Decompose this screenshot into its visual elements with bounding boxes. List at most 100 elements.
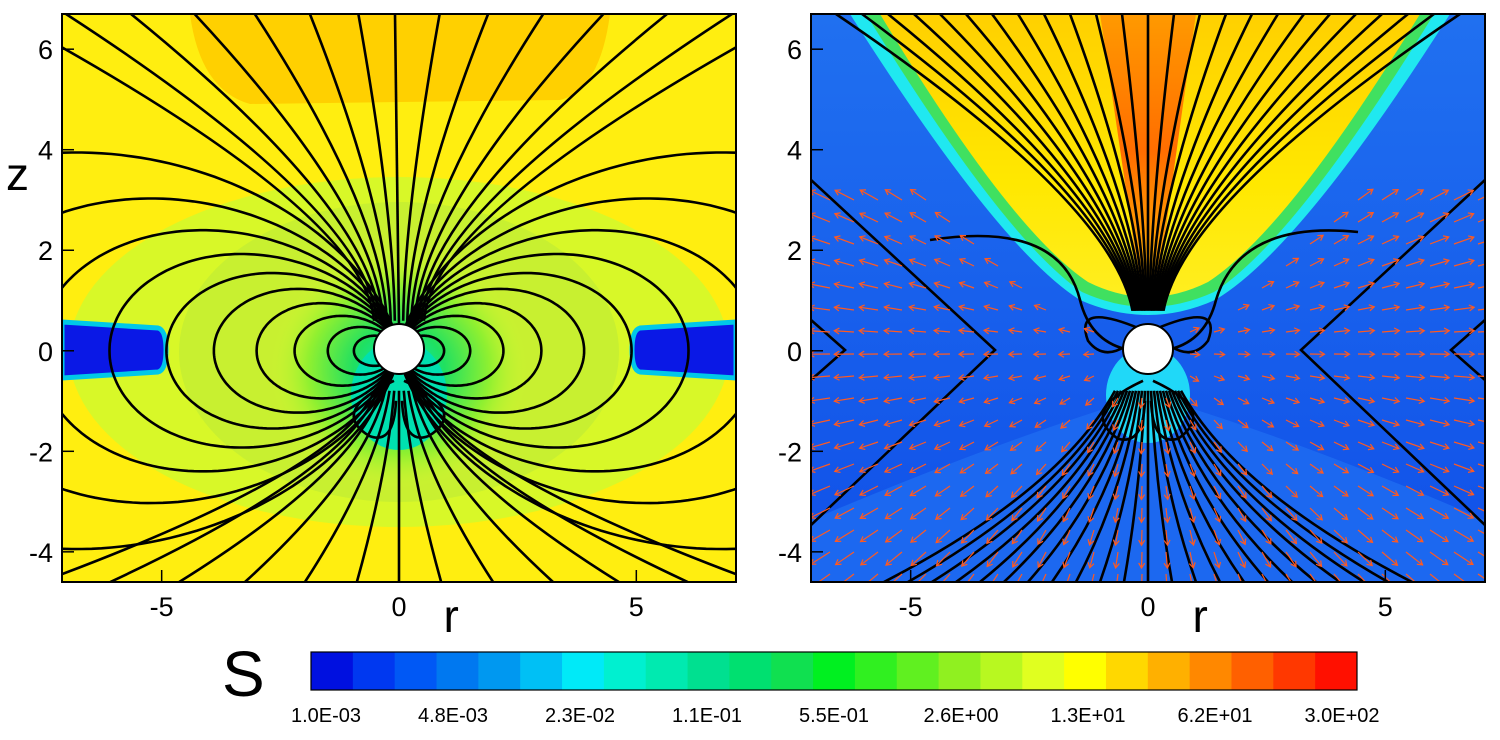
velocity-arrow [859,419,879,426]
velocity-arrow [1087,463,1095,477]
left-field-open-line [402,390,443,582]
velocity-arrow-head [1008,280,1016,288]
velocity-arrow-head [1215,469,1222,477]
velocity-arrow [811,463,831,472]
velocity-arrow-head [1163,470,1171,478]
velocity-arrow-head [908,420,916,428]
velocity-arrow-head [1189,493,1197,501]
velocity-arrow-head [1009,444,1017,452]
velocity-arrow [1189,375,1199,382]
velocity-arrow-head [908,466,916,474]
velocity-arrow [1058,328,1071,333]
velocity-arrow-head [1032,327,1040,335]
velocity-arrow-head [833,235,841,242]
velocity-arrow [1261,329,1275,333]
velocity-arrow-head [1341,583,1347,589]
velocity-arrow-head [1417,189,1425,196]
velocity-arrow [811,529,831,542]
velocity-arrow [811,441,831,449]
velocity-arrow-head [1292,257,1300,264]
velocity-arrow [1453,463,1474,472]
velocity-arrow-head [1083,326,1091,334]
velocity-arrow-head [833,350,840,358]
velocity-arrow [1381,419,1400,426]
velocity-arrow [1088,507,1095,523]
velocity-arrow-head [1417,489,1425,497]
velocity-arrow [811,485,831,495]
colorbar-cell [854,652,898,690]
velocity-arrow [1189,529,1195,546]
velocity-arrow [1237,441,1248,452]
velocity-arrow [1429,283,1450,289]
velocity-arrow [1213,328,1225,333]
velocity-arrow [859,375,879,379]
right-field-open-line [1179,390,1413,582]
velocity-arrow-head [1417,536,1424,543]
right-field-open-line [1027,390,1135,582]
velocity-arrow [1061,463,1071,476]
left-field-open-line [417,14,668,321]
velocity-arrow [1285,305,1300,311]
velocity-arrow-head [1443,420,1451,427]
velocity-arrow [1037,529,1047,545]
velocity-arrow-head [1442,489,1450,497]
velocity-arrow-head [1467,212,1475,219]
velocity-arrow-head [811,535,817,542]
velocity-arrow-head [1267,280,1275,287]
left-field-loop [108,252,400,449]
right-field-cone-line [1170,229,1359,351]
velocity-arrow [1309,282,1325,289]
velocity-arrow [1061,441,1071,453]
left-field-loop [398,287,586,414]
velocity-arrow-head [1112,470,1120,478]
left-field-open-line [62,45,376,321]
left-field-open-line [422,45,736,321]
velocity-arrow-head [1189,470,1197,478]
left-disk-bar-right [629,319,736,381]
velocity-arrow [859,283,879,289]
velocity-arrow-head [1112,424,1119,432]
velocity-arrow-head [1468,304,1476,312]
velocity-arrow [910,188,927,201]
right-field-open-line [931,390,1123,582]
velocity-arrow-head [1163,447,1171,455]
velocity-arrow-head [1291,514,1298,522]
right-ytick-label: -4 [778,538,802,568]
velocity-arrow-head [1391,559,1399,567]
right-field-x-line [811,319,847,381]
left-field-loop [62,197,400,505]
velocity-arrow-head [1032,350,1040,358]
velocity-arrow [910,551,927,566]
velocity-arrow-head [1366,513,1374,520]
velocity-arrow [1011,485,1023,498]
velocity-arrow-head [1266,468,1274,475]
velocity-arrow [1405,259,1425,267]
right-field-open-line [979,390,1129,582]
velocity-arrow-head [1393,258,1400,265]
velocity-arrow [811,419,831,425]
left-field-open-line [130,14,381,321]
velocity-arrow [1034,397,1047,404]
velocity-arrow [1213,551,1220,568]
velocity-arrow-head [959,467,967,474]
velocity-arrow [1114,463,1119,477]
velocity-arrow-head [909,188,917,196]
left-field-small-loop [400,379,446,439]
velocity-arrow [934,397,951,403]
velocity-arrow-head [958,281,966,288]
velocity-arrow-head [908,281,916,288]
velocity-arrow [1405,551,1423,566]
left-field-open-line [62,390,376,576]
velocity-arrow [1285,397,1300,404]
velocity-arrow-head [811,327,815,335]
velocity-arrow [1189,327,1200,333]
velocity-arrow-head [833,212,841,219]
velocity-arrow-head [1344,350,1351,358]
velocity-arrow [1405,463,1424,473]
velocity-arrow-head [811,189,816,196]
velocity-arrow [1062,485,1071,499]
velocity-arrow [1140,485,1143,500]
velocity-arrow [811,507,831,519]
velocity-arrow [1114,529,1119,546]
left-xtick-label: 5 [629,592,644,622]
